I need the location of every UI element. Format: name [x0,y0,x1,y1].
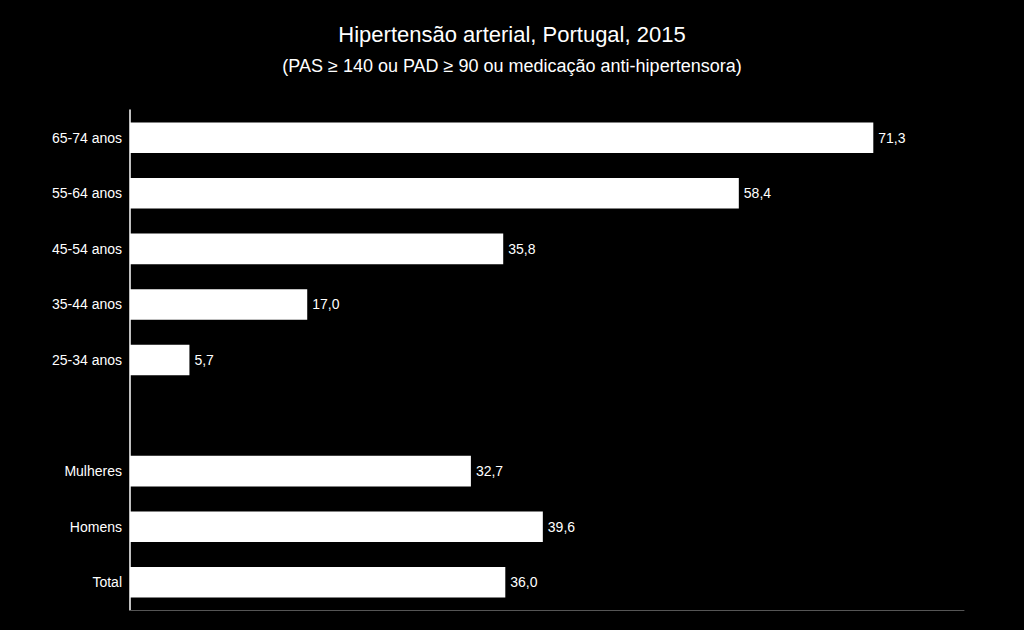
svg-text:36,0: 36,0 [510,574,537,590]
svg-text:39,6: 39,6 [548,519,575,535]
svg-text:(PAS ≥ 140 ou PAD ≥ 90 ou medi: (PAS ≥ 140 ou PAD ≥ 90 ou medicação anti… [282,56,741,76]
svg-text:Total: Total [92,574,122,590]
svg-text:Hipertensão arterial, Portugal: Hipertensão arterial, Portugal, 2015 [338,22,685,47]
svg-text:32,7: 32,7 [476,463,503,479]
svg-text:35,8: 35,8 [508,241,535,257]
svg-text:55-64 anos: 55-64 anos [52,185,122,201]
svg-text:5,7: 5,7 [194,352,214,368]
svg-text:65-74 anos: 65-74 anos [52,130,122,146]
svg-text:Homens: Homens [70,519,122,535]
svg-text:45-54 anos: 45-54 anos [52,241,122,257]
svg-text:71,3: 71,3 [878,130,905,146]
svg-text:25-34 anos: 25-34 anos [52,352,122,368]
svg-text:58,4: 58,4 [744,185,771,201]
svg-text:17,0: 17,0 [312,296,339,312]
svg-text:35-44 anos: 35-44 anos [52,296,122,312]
svg-text:Mulheres: Mulheres [64,463,122,479]
